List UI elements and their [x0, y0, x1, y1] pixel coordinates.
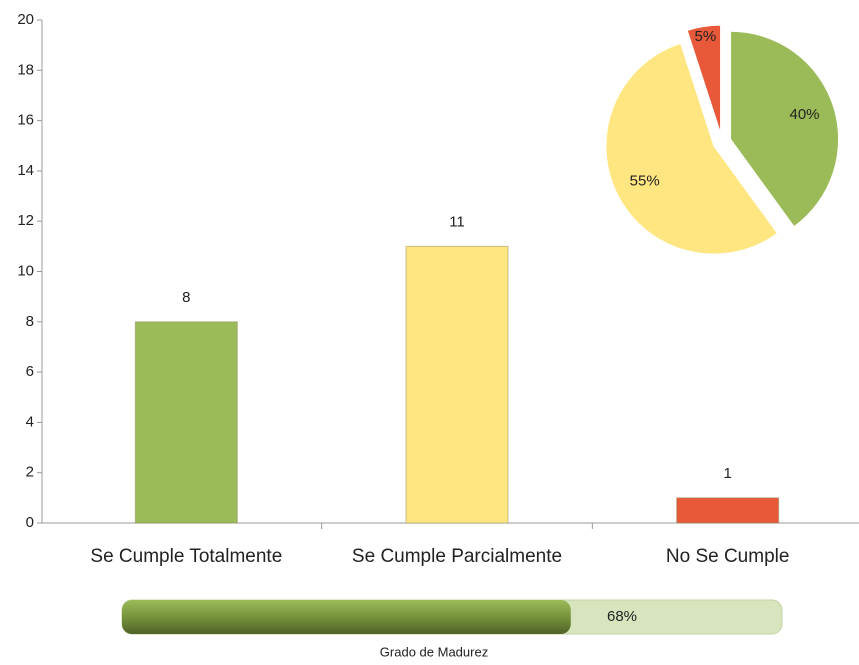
progress-title: Grado de Madurez: [380, 644, 488, 659]
y-tick-label: 0: [26, 514, 34, 531]
data-label: 1: [723, 465, 731, 482]
pie-slice: [686, 24, 722, 134]
pie-slice: [730, 30, 840, 228]
bar: [676, 497, 780, 524]
pie-label: 5%: [695, 28, 717, 45]
y-tick-label: 14: [17, 162, 34, 179]
progress-fill: [122, 600, 571, 634]
y-tick-label: 4: [26, 413, 34, 430]
pie-label: 40%: [789, 106, 819, 123]
y-tick-label: 2: [26, 464, 34, 481]
x-tick-label: Se Cumple Totalmente: [90, 546, 282, 567]
pie-label: 55%: [630, 172, 660, 189]
data-label: 8: [182, 289, 190, 306]
y-tick-label: 10: [17, 262, 34, 279]
x-tick-label: Se Cumple Parcialmente: [352, 546, 562, 567]
y-tick-label: 8: [26, 313, 34, 330]
bar: [405, 245, 509, 524]
y-tick-label: 12: [17, 212, 34, 229]
y-tick-label: 18: [17, 61, 34, 78]
y-tick-label: 20: [17, 11, 34, 28]
y-tick-label: 6: [26, 363, 34, 380]
y-tick-label: 16: [17, 112, 34, 129]
bar: [134, 321, 238, 524]
x-tick-label: No Se Cumple: [666, 546, 790, 567]
data-label: 11: [449, 213, 465, 230]
progress-label: 68%: [607, 608, 637, 625]
pie-slice: [605, 42, 779, 255]
